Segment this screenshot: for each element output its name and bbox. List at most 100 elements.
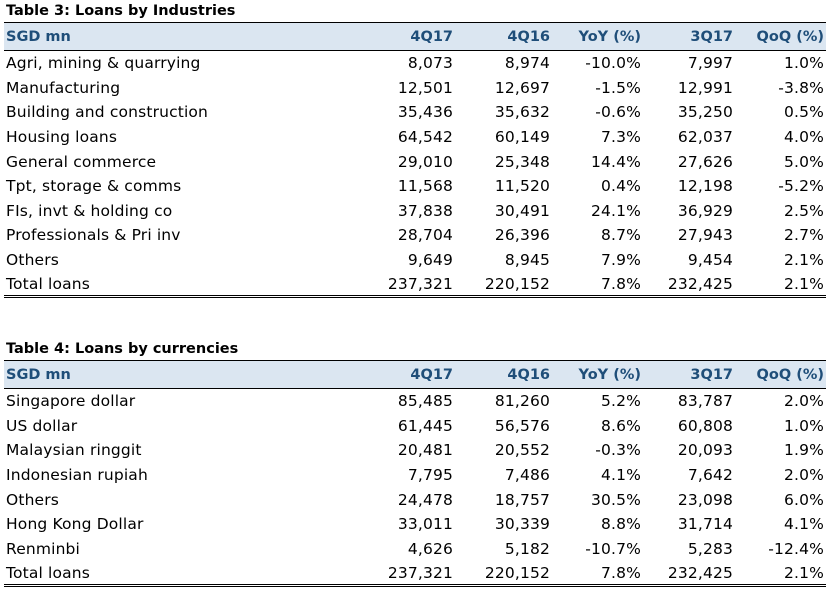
table4: SGD mn 4Q17 4Q16 YoY (%) 3Q17 QoQ (%) Singapo…: [4, 360, 826, 588]
value-cell: 25,348: [494, 152, 550, 171]
value-cell: 1.0%: [784, 416, 824, 435]
row-label: Manufacturing: [6, 78, 121, 97]
value-cell: -3.8%: [778, 78, 824, 97]
value-cell: -5.2%: [778, 177, 824, 196]
value-cell: 35,632: [494, 103, 550, 122]
table-row: Housing loans 64,542 60,149 7.3% 62,037 4.0%: [4, 125, 826, 150]
value-cell: 7.3%: [601, 128, 641, 147]
value-cell: -12.4%: [768, 539, 824, 558]
value-cell: 27,943: [677, 226, 733, 245]
value-cell: 18,757: [494, 490, 550, 509]
row-label: Total loans: [4, 561, 378, 588]
value-cell: 35,436: [397, 103, 453, 122]
value-cell: 6.0%: [784, 490, 824, 509]
row-label: FIs, invt & holding co: [6, 201, 173, 220]
value-cell: 83,787: [677, 392, 733, 411]
table-row: Others 9,649 8,945 7.9% 9,454 2.1%: [4, 248, 826, 273]
table3-header-cell: QoQ (%): [735, 22, 826, 51]
table4-header-cell: YoY (%): [552, 360, 643, 389]
value-cell: 29,010: [397, 152, 453, 171]
value-cell: 1.9%: [784, 441, 824, 460]
table3-header-row: SGD mn 4Q17 4Q16 YoY (%) 3Q17 QoQ (%): [4, 22, 826, 51]
value-cell: 8.7%: [601, 226, 641, 245]
table-row: Total loans 237,321 220,152 7.8% 232,425 2.1%: [4, 561, 826, 588]
value-cell: -0.3%: [595, 441, 641, 460]
value-cell: 4.1%: [601, 466, 641, 485]
value-cell: 20,481: [397, 441, 453, 460]
value-cell: 237,321: [378, 561, 455, 588]
value-cell: 8.8%: [601, 515, 641, 534]
value-cell: 30.5%: [591, 490, 641, 509]
value-cell: 20,093: [677, 441, 733, 460]
row-label: Professionals & Pri inv: [6, 226, 181, 245]
value-cell: 1.0%: [784, 54, 824, 73]
row-label: Others: [6, 251, 59, 270]
table3-title: Table 3: Loans by Industries: [6, 3, 236, 19]
value-cell: 237,321: [378, 272, 455, 299]
value-cell: 37,838: [397, 201, 453, 220]
value-cell: 9,649: [407, 251, 453, 270]
table3-header-cell: 4Q17: [378, 22, 455, 51]
value-cell: 7,642: [687, 466, 733, 485]
value-cell: -1.5%: [595, 78, 641, 97]
value-cell: 5.2%: [601, 392, 641, 411]
value-cell: 33,011: [397, 515, 453, 534]
row-label: Others: [6, 490, 59, 509]
table-row: Others 24,478 18,757 30.5% 23,098 6.0%: [4, 487, 826, 512]
table-row: Malaysian ringgit 20,481 20,552 -0.3% 20,093…: [4, 438, 826, 463]
value-cell: 5.0%: [784, 152, 824, 171]
value-cell: 30,339: [494, 515, 550, 534]
row-label: US dollar: [6, 416, 78, 435]
row-label: Singapore dollar: [6, 392, 136, 411]
table-row: Manufacturing 12,501 12,697 -1.5% 12,991 -3.8…: [4, 76, 826, 101]
row-label: Hong Kong Dollar: [6, 515, 144, 534]
table-row: FIs, invt & holding co 37,838 30,491 24.1% 3…: [4, 199, 826, 224]
table4-section: Table 4: Loans by currencies SGD mn 4Q17 4…: [4, 338, 826, 588]
value-cell: 2.7%: [784, 226, 824, 245]
value-cell: 85,485: [397, 392, 453, 411]
table3-header-cell: 3Q17: [643, 22, 735, 51]
table-row: Tpt, storage & comms 11,568 11,520 0.4% 12,1…: [4, 174, 826, 199]
value-cell: 36,929: [677, 201, 733, 220]
value-cell: 7.9%: [601, 251, 641, 270]
value-cell: 28,704: [397, 226, 453, 245]
value-cell: 30,491: [494, 201, 550, 220]
value-cell: 9,454: [687, 251, 733, 270]
row-label: Malaysian ringgit: [6, 441, 142, 460]
value-cell: 232,425: [643, 272, 735, 299]
value-cell: -10.0%: [585, 54, 641, 73]
value-cell: 7,997: [687, 54, 733, 73]
value-cell: -0.6%: [595, 103, 641, 122]
value-cell: 35,250: [677, 103, 733, 122]
value-cell: 81,260: [494, 392, 550, 411]
table4-header-cell: 3Q17: [643, 360, 735, 389]
value-cell: 4,626: [407, 539, 453, 558]
table3-section: Table 3: Loans by Industries SGD mn 4Q17 4…: [4, 0, 826, 299]
value-cell: 27,626: [677, 152, 733, 171]
value-cell: 8,974: [504, 54, 550, 73]
table-row: General commerce 29,010 25,348 14.4% 27,626 5…: [4, 149, 826, 174]
table3: SGD mn 4Q17 4Q16 YoY (%) 3Q17 QoQ (%) Agri, m…: [4, 22, 826, 299]
table-row: US dollar 61,445 56,576 8.6% 60,808 1.0%: [4, 414, 826, 439]
value-cell: 232,425: [643, 561, 735, 588]
table4-header-row: SGD mn 4Q17 4Q16 YoY (%) 3Q17 QoQ (%): [4, 360, 826, 389]
value-cell: 7.8%: [552, 561, 643, 588]
table4-header-cell: 4Q16: [455, 360, 552, 389]
value-cell: -10.7%: [585, 539, 641, 558]
value-cell: 220,152: [455, 561, 552, 588]
table-row: Hong Kong Dollar 33,011 30,339 8.8% 31,714 4.…: [4, 512, 826, 537]
value-cell: 7,795: [407, 466, 453, 485]
value-cell: 0.5%: [784, 103, 824, 122]
value-cell: 4.0%: [784, 128, 824, 147]
table4-header-cell: SGD mn: [4, 360, 378, 389]
value-cell: 2.0%: [784, 392, 824, 411]
row-label: Renminbi: [6, 539, 81, 558]
value-cell: 60,808: [677, 416, 733, 435]
table3-header-cell: 4Q16: [455, 22, 552, 51]
value-cell: 7,486: [504, 466, 550, 485]
row-label: Tpt, storage & comms: [6, 177, 182, 196]
value-cell: 12,991: [677, 78, 733, 97]
value-cell: 4.1%: [784, 515, 824, 534]
table3-header-cell: SGD mn: [4, 22, 378, 51]
value-cell: 56,576: [494, 416, 550, 435]
